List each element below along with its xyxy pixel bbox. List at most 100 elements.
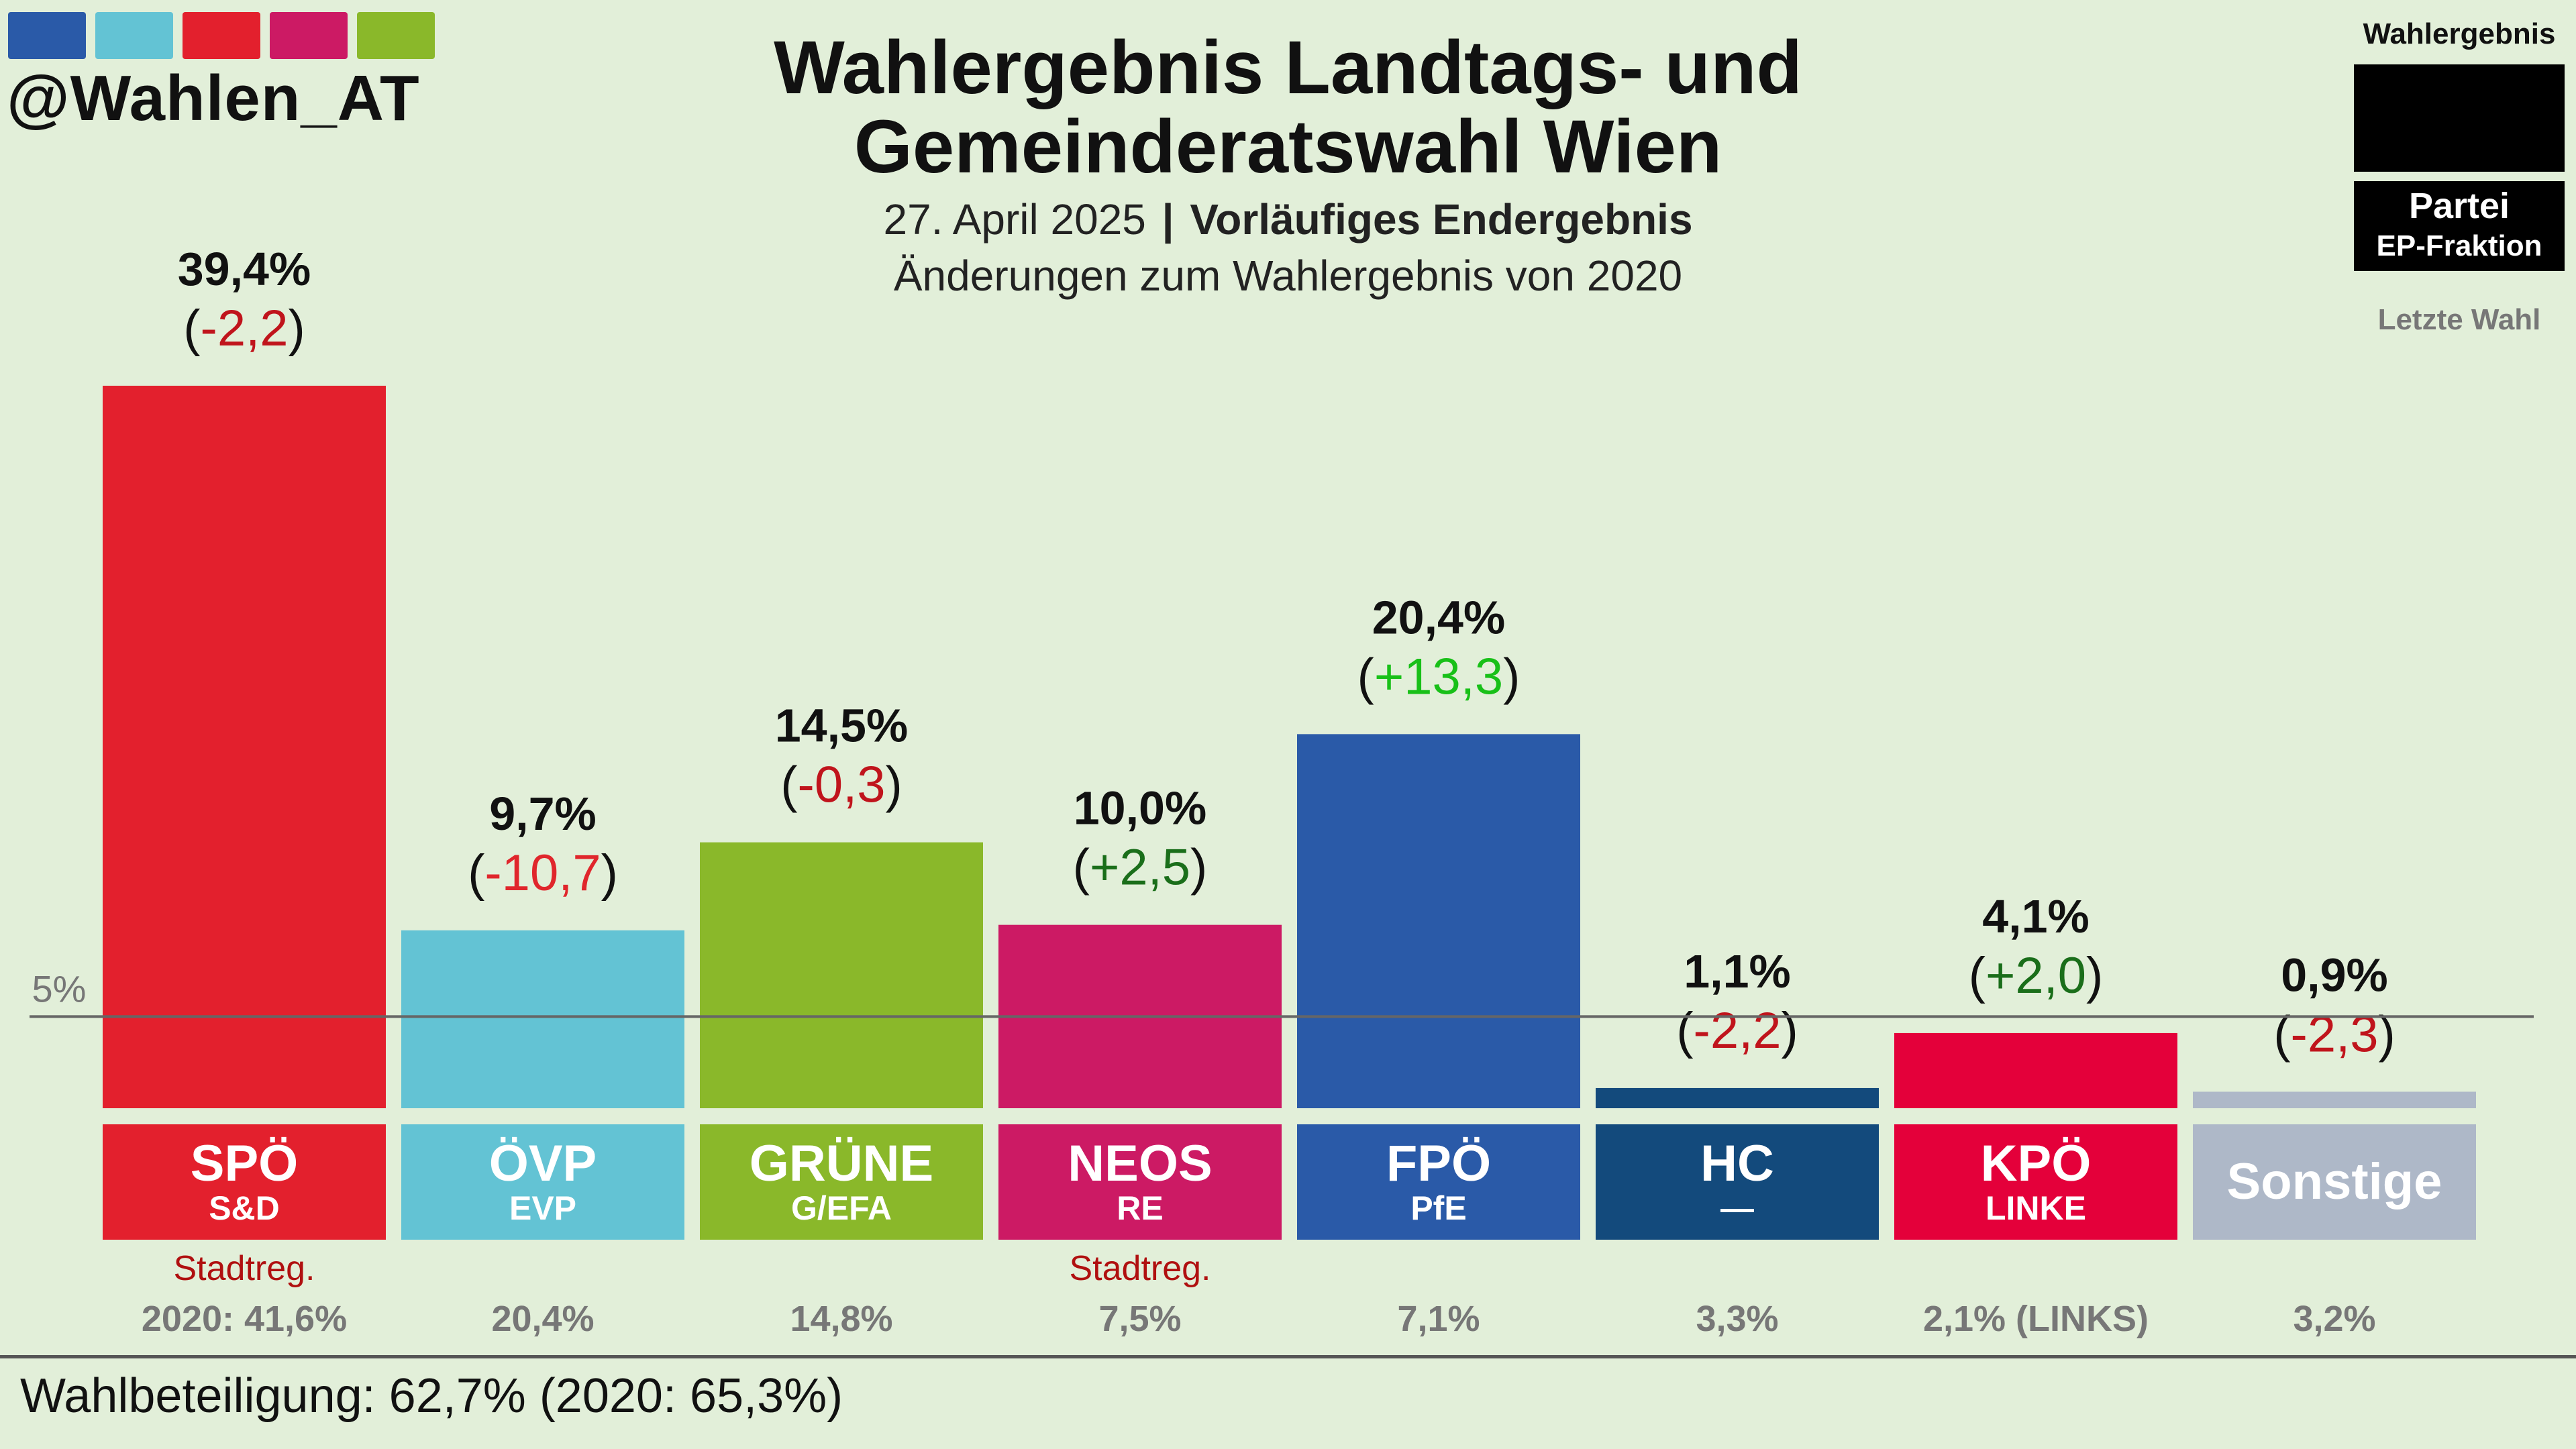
- change-label: (-2,3): [2273, 1006, 2395, 1063]
- last-election-label: 7,5%: [1098, 1299, 1181, 1339]
- party-label: SPÖ: [191, 1135, 299, 1192]
- last-election-label: 7,1%: [1397, 1299, 1480, 1339]
- brand-swatch: [8, 12, 86, 59]
- change-paren-open: (: [1969, 947, 1986, 1004]
- change-paren-open: (: [1073, 839, 1090, 896]
- party-box-grüne: [700, 1124, 983, 1240]
- change-paren-open: (: [468, 845, 484, 902]
- change-value: -2,2: [1694, 1002, 1782, 1059]
- change-value: -0,3: [798, 757, 886, 814]
- change-value: -2,3: [2291, 1006, 2379, 1063]
- turnout-text: Wahlbeteiligung: 62,7% (2020: 65,3%): [20, 1369, 843, 1423]
- value-label: 0,9%: [2281, 949, 2388, 1001]
- faction-label: LINKE: [1986, 1189, 2086, 1227]
- threshold-label: 5%: [32, 967, 87, 1010]
- value-label: 14,5%: [775, 700, 908, 752]
- value-label: 1,1%: [1684, 945, 1791, 998]
- party-label: HC: [1700, 1135, 1774, 1192]
- last-election-label: 3,3%: [1696, 1299, 1778, 1339]
- party-box-neos: [998, 1124, 1282, 1240]
- party-box-fpö: [1297, 1124, 1580, 1240]
- change-label: (-0,3): [780, 757, 903, 814]
- last-election-label: 20,4%: [491, 1299, 594, 1339]
- faction-label: S&D: [209, 1189, 280, 1227]
- change-paren-close: ): [601, 845, 618, 902]
- change-label: (-2,2): [183, 300, 305, 357]
- brand-swatch: [183, 12, 260, 59]
- brand-swatch: [270, 12, 348, 59]
- comparison-note: Änderungen zum Wahlergebnis von 2020: [893, 252, 1683, 300]
- change-label: (-10,7): [468, 845, 618, 902]
- value-label: 9,7%: [489, 788, 597, 840]
- legend-party-box: Partei EP-Fraktion: [2354, 181, 2565, 271]
- change-paren-close: ): [1781, 1002, 1798, 1059]
- bar-sonstige: [2193, 1091, 2476, 1108]
- change-paren-close: ): [288, 300, 305, 357]
- value-label: 39,4%: [178, 243, 311, 295]
- subtitle: 27. April 2025 | Vorläufiges Endergebnis: [0, 195, 2576, 244]
- change-paren-close: ): [885, 757, 902, 814]
- party-label: NEOS: [1068, 1135, 1212, 1192]
- party-label: FPÖ: [1386, 1135, 1491, 1192]
- change-label: (-2,2): [1676, 1002, 1798, 1059]
- legend-faction-label: EP-Fraktion: [2376, 229, 2542, 262]
- bar-kpö: [1894, 1032, 2177, 1108]
- change-label: (+2,0): [1969, 947, 2104, 1004]
- subtitle-separator: |: [1162, 195, 1174, 244]
- legend-result-box: [2354, 64, 2565, 172]
- faction-label: RE: [1117, 1189, 1163, 1227]
- legend-result-label: Wahlergebnis: [2363, 17, 2556, 50]
- brand-handle: @Wahlen_AT: [7, 62, 420, 134]
- change-value: +2,5: [1090, 839, 1190, 896]
- party-box-spö: [103, 1124, 386, 1240]
- faction-label: G/EFA: [791, 1189, 892, 1227]
- title-line-1: Wahlergebnis Landtags- und: [774, 25, 1802, 109]
- party-box-kpö: [1894, 1124, 2177, 1240]
- change-value: -10,7: [484, 845, 601, 902]
- party-label: KPÖ: [1981, 1135, 2092, 1192]
- title-line-2: Gemeinderatswahl Wien: [854, 105, 1722, 189]
- legend-party-label: Partei: [2408, 186, 2510, 226]
- party-box-hc: [1596, 1124, 1879, 1240]
- note-label: Stadtreg.: [173, 1249, 315, 1288]
- change-value: +2,0: [1986, 947, 2086, 1004]
- value-label: 4,1%: [1982, 890, 2090, 943]
- bar-hc: [1596, 1087, 1879, 1108]
- chart-title: Wahlergebnis Landtags- und Gemeinderatsw…: [0, 28, 2576, 186]
- change-paren-close: ): [2086, 947, 2103, 1004]
- last-election-label: 14,8%: [790, 1299, 892, 1339]
- brand-swatch: [357, 12, 435, 59]
- value-label: 20,4%: [1372, 591, 1505, 643]
- legend-last-election-label: Letzte Wahl: [2377, 303, 2541, 336]
- change-paren-open: (: [1676, 1002, 1693, 1059]
- bar-spö: [103, 386, 386, 1108]
- change-paren-open: (: [2273, 1006, 2290, 1063]
- result-status: Vorläufiges Endergebnis: [1190, 195, 1693, 244]
- change-label: (+2,5): [1073, 839, 1208, 896]
- party-label: Sonstige: [2227, 1153, 2442, 1210]
- last-election-label: 2020: 41,6%: [142, 1299, 347, 1339]
- party-label: ÖVP: [489, 1135, 597, 1192]
- footer-divider: [0, 1355, 2576, 1358]
- faction-label: PfE: [1410, 1189, 1466, 1227]
- party-label: GRÜNE: [750, 1135, 933, 1192]
- note-label: Stadtreg.: [1069, 1249, 1210, 1288]
- party-box-övp: [401, 1124, 684, 1240]
- last-election-label: 3,2%: [2293, 1299, 2375, 1339]
- change-value: -2,2: [201, 300, 289, 357]
- faction-label: —: [1720, 1189, 1754, 1227]
- change-paren-close: ): [1503, 648, 1520, 705]
- party-box-sonstige: [2193, 1124, 2476, 1240]
- change-label: (+13,3): [1357, 648, 1521, 705]
- bar-grüne: [700, 842, 983, 1108]
- change-paren-open: (: [1357, 648, 1374, 705]
- faction-label: EVP: [509, 1189, 576, 1227]
- bar-fpö: [1297, 734, 1580, 1108]
- change-paren-open: (: [780, 757, 797, 814]
- change-paren-open: (: [183, 300, 200, 357]
- change-value: +13,3: [1374, 648, 1503, 705]
- value-label: 10,0%: [1074, 782, 1206, 835]
- brand-color-swatches: [8, 12, 444, 59]
- bar-övp: [401, 930, 684, 1108]
